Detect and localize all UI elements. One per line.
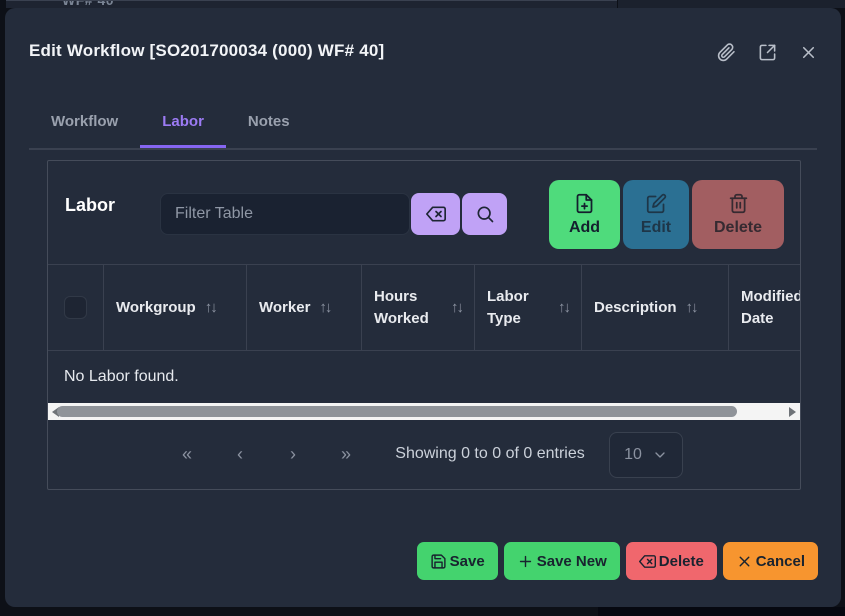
select-all-cell [48, 265, 104, 350]
column-header-workgroup[interactable]: Workgroup ↑↓ [104, 265, 247, 350]
plus-icon [519, 555, 531, 567]
sort-icon[interactable]: ↑↓ [319, 299, 332, 316]
column-header-description[interactable]: Description ↑↓ [582, 265, 729, 350]
edit-button[interactable]: Edit [623, 180, 689, 249]
chevron-down-icon [655, 452, 665, 458]
panel-heading: Labor [65, 195, 116, 215]
column-label: Hours Worked [374, 287, 429, 327]
tab-labor[interactable]: Labor [140, 98, 226, 148]
delete-workflow-button-label: Delete [658, 552, 704, 570]
column-label: Workgroup [116, 298, 196, 316]
search-button[interactable] [462, 193, 507, 235]
tab-bar: Workflow Labor Notes [29, 98, 817, 150]
sort-icon[interactable]: ↑↓ [558, 299, 571, 316]
expand-icon [759, 44, 775, 60]
delete-button-label: Delete [713, 218, 763, 236]
tab-workflow[interactable]: Workflow [51, 113, 119, 130]
delete-button[interactable]: Delete [692, 180, 784, 249]
select-all-checkbox[interactable] [64, 296, 87, 319]
add-button-label: Add [568, 218, 601, 236]
backspace-delete-icon [638, 554, 656, 568]
trash-icon [729, 193, 747, 213]
column-header-labor-type[interactable]: Labor Type ↑↓ [475, 265, 582, 350]
paperclip-icon [717, 42, 735, 61]
cancel-button-label: Cancel [755, 552, 805, 570]
backspace-icon [425, 206, 446, 222]
save-button[interactable]: Save [416, 542, 498, 580]
horizontal-scrollbar[interactable] [48, 403, 800, 420]
edit-workflow-modal: Edit Workflow [SO201700034 (000) WF# 40]… [5, 8, 841, 607]
save-icon [431, 553, 446, 569]
save-new-button[interactable]: Save New [503, 542, 620, 580]
next-page-button[interactable]: › [290, 444, 296, 464]
filter-table-input[interactable] [160, 193, 410, 235]
search-icon [477, 206, 493, 223]
sort-icon[interactable]: ↑↓ [451, 299, 464, 316]
save-new-button-label: Save New [536, 552, 607, 570]
pagination-summary: Showing 0 to 0 of 0 entries [395, 445, 585, 462]
close-icon [802, 46, 814, 58]
attachment-button[interactable] [715, 41, 737, 63]
column-label: Worker [259, 298, 311, 316]
background-top-strip: WF# 40 [6, 0, 617, 8]
labor-panel: Labor Add Edit Delete [47, 160, 801, 490]
background-top-strip-right [618, 0, 845, 8]
column-label: Labor Type [487, 287, 529, 327]
modal-footer-actions: Save Save New Delete Cancel [416, 542, 818, 580]
background-clipped-text: WF# 40 [62, 0, 115, 8]
add-button[interactable]: Add [549, 180, 620, 249]
column-header-worker[interactable]: Worker ↑↓ [247, 265, 362, 350]
empty-message: No Labor found. [64, 368, 179, 385]
clear-filter-button[interactable] [411, 193, 460, 235]
cancel-button[interactable]: Cancel [722, 542, 818, 580]
scrollbar-thumb[interactable] [57, 406, 737, 417]
column-header-modified-date[interactable]: Modified Date [729, 265, 800, 350]
modal-header-actions [715, 41, 819, 63]
column-header-hours-worked[interactable]: Hours Worked ↑↓ [362, 265, 475, 350]
scroll-right-arrow[interactable] [789, 407, 796, 417]
delete-workflow-button[interactable]: Delete [625, 542, 717, 580]
previous-page-button[interactable]: ‹ [237, 444, 243, 464]
scroll-left-arrow[interactable] [52, 407, 59, 417]
expand-button[interactable] [756, 41, 778, 63]
tab-notes[interactable]: Notes [247, 113, 290, 130]
column-label: Modified Date [741, 287, 800, 327]
table-header-row: Workgroup ↑↓ Worker ↑↓ Hours Worked ↑↓ L… [48, 264, 800, 351]
modal-title: Edit Workflow [SO201700034 (000) WF# 40] [29, 41, 385, 60]
edit-icon [646, 193, 666, 213]
background-bottom-strip [598, 607, 845, 616]
sort-icon[interactable]: ↑↓ [204, 299, 218, 316]
column-label: Description [594, 298, 677, 316]
close-button[interactable] [797, 41, 819, 63]
empty-table-row: No Labor found. [48, 351, 800, 403]
page-size-value: 10 [624, 446, 642, 463]
first-page-button[interactable]: « [181, 444, 192, 464]
sort-icon[interactable]: ↑↓ [685, 299, 699, 316]
edit-button-label: Edit [640, 218, 672, 236]
cancel-x-icon [739, 556, 750, 566]
file-plus-icon [576, 193, 593, 213]
last-page-button[interactable]: » [340, 444, 351, 464]
save-button-label: Save [449, 552, 485, 570]
page-size-select[interactable]: 10 [609, 432, 683, 478]
